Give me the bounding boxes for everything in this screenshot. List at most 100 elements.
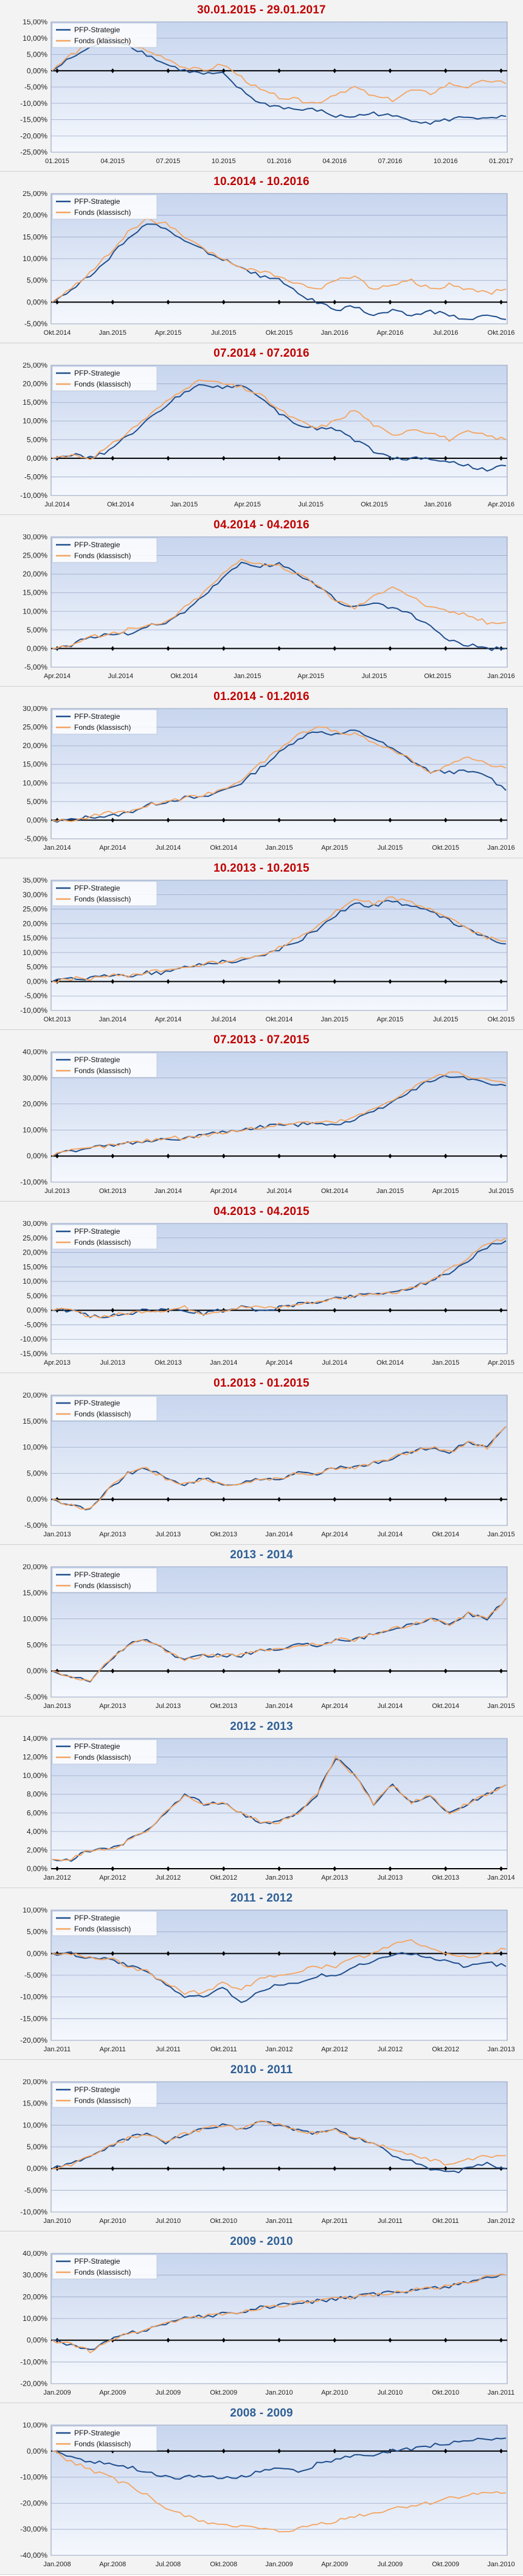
x-tick-label: Jul.2013: [156, 1703, 181, 1710]
x-tick-label: Apr.2010: [99, 2217, 126, 2225]
legend: PFP-Strategie Fonds (klassisch): [52, 709, 158, 735]
baseline-marker: [388, 1497, 392, 1502]
x-tick-label: Apr.2012: [321, 2046, 348, 2053]
y-tick-label: 5,00%: [27, 797, 47, 806]
x-tick-label: Jul.2009: [378, 2561, 403, 2568]
legend-label: Fonds (klassisch): [74, 1753, 131, 1762]
y-tick-label: -5,00%: [24, 1320, 47, 1329]
legend-label: Fonds (klassisch): [74, 895, 131, 903]
y-tick-label: -20,00%: [20, 131, 47, 140]
baseline-marker: [499, 68, 503, 74]
baseline-marker: [333, 68, 337, 74]
line-chart: 20,00% 15,00% 10,00% 5,00% 0,00% -5,00% -10,00…: [20, 2079, 514, 2225]
baseline-marker: [277, 2448, 281, 2454]
baseline-marker: [166, 2448, 170, 2454]
legend-box: [52, 1396, 158, 1421]
y-tick-label: 15,00%: [23, 934, 47, 942]
baseline-marker: [388, 2166, 392, 2171]
legend-label: Fonds (klassisch): [74, 208, 131, 217]
baseline-marker: [499, 1153, 503, 1159]
y-tick-label: 10,00%: [23, 1277, 47, 1286]
y-tick-label: 15,00%: [23, 19, 47, 26]
line-chart: 40,00% 30,00% 20,00% 10,00% 0,00% -10,00% Jul.…: [20, 1049, 514, 1195]
y-tick-label: 10,00%: [23, 417, 47, 425]
baseline-marker: [111, 455, 115, 461]
x-tick-label: Apr.2014: [154, 1016, 181, 1023]
x-tick-label: 04.2015: [100, 158, 125, 165]
baseline-marker: [166, 646, 170, 651]
baseline-marker: [333, 455, 337, 461]
strategy-series-line: [52, 1951, 507, 2003]
y-tick-label: 6,00%: [27, 1808, 47, 1817]
baseline-marker: [499, 1307, 503, 1313]
legend-label: PFP-Strategie: [74, 2429, 120, 2437]
baseline-marker: [388, 1307, 392, 1313]
x-tick-label: Okt.2013: [44, 1016, 71, 1023]
x-tick-label: Okt.2011: [210, 2046, 237, 2053]
baseline-marker: [221, 299, 226, 305]
x-tick-label: Apr.2014: [266, 1359, 293, 1367]
baseline-marker: [111, 68, 115, 74]
baseline-marker: [499, 646, 503, 651]
x-tick-label: Okt.2014: [432, 1703, 459, 1710]
baseline-marker: [499, 979, 503, 984]
y-tick-label: 10,00%: [23, 1443, 47, 1452]
baseline-marker: [277, 2337, 281, 2343]
x-tick-label: Okt.2013: [99, 1188, 126, 1195]
x-tick-label: Okt.2015: [361, 501, 388, 508]
baseline-marker: [221, 817, 226, 823]
legend-box: [52, 537, 158, 563]
x-tick-label: Okt.2014: [266, 1016, 293, 1023]
legend-label: Fonds (klassisch): [74, 1581, 131, 1590]
strategy-series-line: [52, 561, 507, 651]
baseline-marker: [333, 1497, 337, 1502]
chart-panel: 04.2013 - 04.2015 30,00% 25,00% 20,00% 15,00…: [0, 1202, 523, 1373]
y-tick-label: 0,00%: [27, 1152, 47, 1160]
x-tick-label: Jan.2013: [43, 1703, 71, 1710]
baseline-marker: [499, 2448, 503, 2454]
x-tick-label: Jan.2016: [487, 673, 514, 680]
baseline-marker: [443, 979, 448, 984]
legend-box: [52, 194, 158, 220]
baseline-marker: [166, 299, 170, 305]
x-tick-label: Jul.2015: [298, 501, 324, 508]
y-tick-label: 20,00%: [23, 1248, 47, 1257]
legend-box: [52, 2254, 158, 2280]
chart-panel: 2013 - 2014 20,00% 15,00% 10,00% 5,00% 0,00% -…: [0, 1545, 523, 1717]
baseline-marker: [443, 1153, 448, 1159]
line-chart: 15,00% 10,00% 5,00% 0,00% -5,00% -10,00% -15,0…: [20, 19, 513, 165]
x-tick-label: Apr.2014: [210, 1188, 237, 1195]
y-tick-label: 0,00%: [27, 2447, 47, 2455]
y-tick-label: 0,00%: [27, 454, 47, 463]
x-tick-label: Jan.2015: [487, 1703, 514, 1710]
baseline-marker: [499, 1866, 503, 1871]
x-tick-label: Okt.2014: [210, 844, 237, 852]
baseline-marker: [277, 1307, 281, 1313]
baseline-marker: [333, 817, 337, 823]
baseline-marker: [333, 1668, 337, 1674]
y-tick-label: 30,00%: [23, 891, 47, 899]
fund-series-line: [52, 1237, 507, 1318]
x-tick-label: Okt.2015: [432, 844, 459, 852]
y-tick-label: 5,00%: [27, 435, 47, 444]
baseline-marker: [333, 1307, 337, 1313]
y-tick-label: 5,00%: [27, 276, 47, 285]
baseline-marker: [277, 646, 281, 651]
y-tick-label: -5,00%: [24, 835, 47, 843]
chart-panel: 2010 - 2011 20,00% 15,00% 10,00% 5,00% 0,00% -…: [0, 2060, 523, 2231]
y-tick-label: -5,00%: [24, 2186, 47, 2194]
legend-label: PFP-Strategie: [74, 1055, 120, 1064]
x-tick-label: Apr.2011: [100, 2046, 126, 2053]
baseline-marker: [443, 1866, 448, 1871]
baseline-marker: [499, 2337, 503, 2343]
y-tick-label: 0,00%: [27, 298, 47, 306]
baseline-marker: [277, 2166, 281, 2171]
y-tick-label: 0,00%: [27, 2165, 47, 2173]
baseline-marker: [166, 68, 170, 74]
line-chart: 30,00% 25,00% 20,00% 15,00% 10,00% 5,00% 0,00%…: [20, 1221, 514, 1367]
fund-series-line: [52, 1755, 507, 1861]
x-tick-label: Apr.2009: [99, 2389, 126, 2396]
y-tick-label: 25,00%: [23, 905, 47, 914]
y-tick-label: 10,00%: [23, 254, 47, 263]
x-tick-label: Apr.2013: [44, 1359, 71, 1367]
